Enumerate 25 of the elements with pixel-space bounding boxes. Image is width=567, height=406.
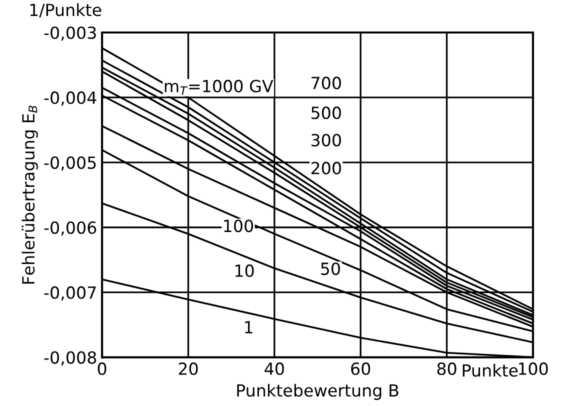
y-tick-label: -0,005: [44, 156, 96, 171]
annotation: 300: [312, 134, 341, 146]
x-tick-label: 0: [98, 362, 106, 376]
text: 1/Punkte: [30, 3, 102, 18]
x-tick-label: 100: [518, 362, 548, 376]
annotation: 1: [245, 321, 252, 334]
annotation: 100: [224, 220, 254, 232]
annotation: 700: [312, 76, 341, 90]
annotation: m$_{T}$=1000 GV: [164, 80, 274, 95]
x-tick-label: 40: [264, 362, 284, 376]
y-tick-label: -0,004: [44, 91, 96, 106]
y-axis-title: Fehlerübertragung E$_{B}$: [22, 106, 38, 284]
y-tick-label: -0,007: [44, 286, 96, 301]
y-tick-label: -0,008: [44, 351, 96, 366]
text: Punkte: [462, 364, 518, 377]
y-tick-label: -0,006: [44, 221, 96, 236]
annotation: 10: [235, 264, 254, 278]
annotation: 50: [321, 262, 340, 276]
x-tick-label: 80: [437, 362, 456, 376]
x-axis-title: Punktebewertung B: [237, 384, 398, 400]
x-tick-label: 20: [178, 362, 198, 376]
x-tick-label: 60: [351, 362, 370, 376]
annotation: 500: [312, 106, 341, 120]
annotation: 200: [311, 162, 341, 174]
y-tick-label: -0,003: [44, 26, 96, 41]
